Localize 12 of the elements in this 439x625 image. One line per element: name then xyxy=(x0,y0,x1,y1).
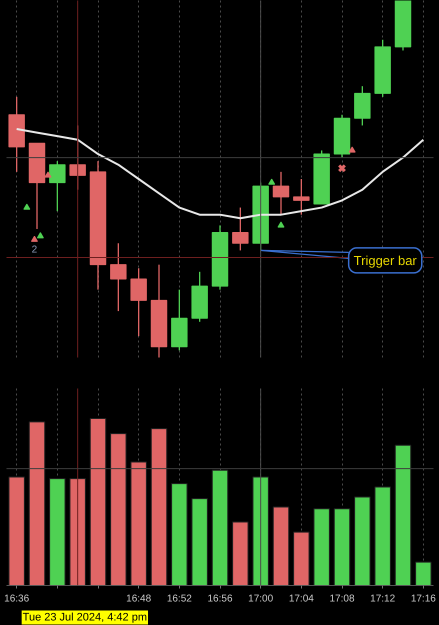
x-tick-label: 16:48 xyxy=(126,594,152,604)
x-tick-label: 17:00 xyxy=(248,594,274,604)
x-tick-label: 17:12 xyxy=(370,594,396,604)
text: Tue 23 Jul 2024, 4:42 pm xyxy=(22,612,148,624)
x-tick-label: 16:52 xyxy=(166,594,192,604)
annotation: 2 xyxy=(32,244,38,256)
x-tick-label: 17:08 xyxy=(329,594,355,604)
x-tick-label: 17:04 xyxy=(288,594,314,604)
annotation: Trigger bar xyxy=(354,252,418,268)
x-tick-label: 16:36 xyxy=(4,594,30,604)
x-tick-label: 16:56 xyxy=(207,594,233,604)
x-tick-label: 17:16 xyxy=(410,594,436,604)
